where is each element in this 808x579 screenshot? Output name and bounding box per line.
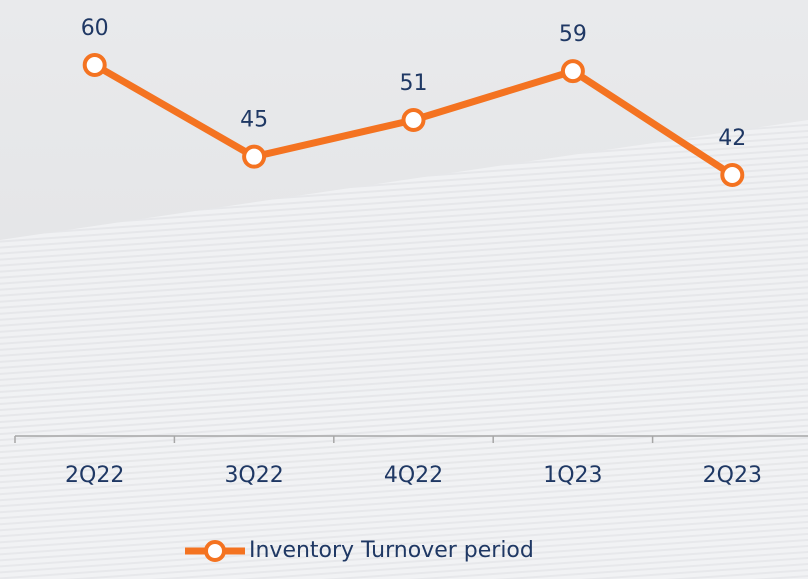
legend: Inventory Turnover period: [185, 538, 534, 563]
x-tick-label: 2Q22: [65, 463, 124, 488]
legend-label: Inventory Turnover period: [249, 538, 534, 563]
point: [242, 144, 267, 169]
point: [720, 163, 745, 187]
data-label: 51: [400, 71, 428, 96]
data-label: 59: [559, 22, 587, 47]
point: [82, 53, 107, 77]
x-tick-label: 3Q22: [224, 463, 283, 488]
point: [560, 59, 585, 84]
x-tick-label: 2Q23: [703, 463, 762, 488]
data-label: 42: [718, 126, 746, 151]
point: [401, 108, 426, 132]
data-label: 45: [240, 108, 268, 133]
background-streaks: [0, 120, 808, 579]
legend-marker: [204, 540, 226, 562]
x-tick-label: 1Q23: [543, 463, 602, 488]
x-tick-label: 4Q22: [384, 463, 443, 488]
data-label: 60: [81, 16, 109, 41]
